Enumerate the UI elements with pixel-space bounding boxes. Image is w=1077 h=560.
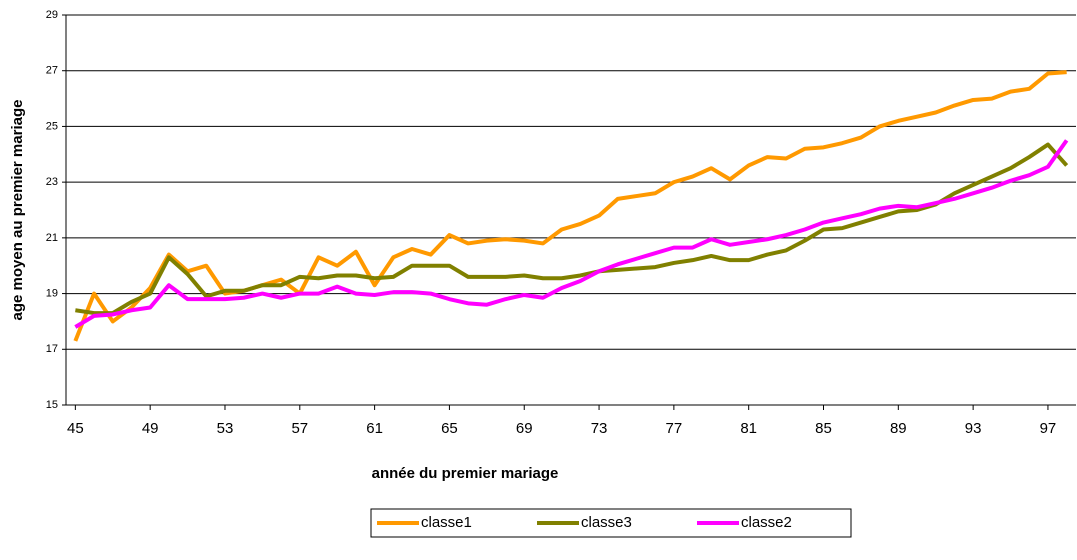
y-tick-label: 29 xyxy=(46,9,58,21)
y-tick-label: 15 xyxy=(46,399,58,411)
x-axis-title: année du premier mariage xyxy=(372,465,559,482)
x-tick-label: 69 xyxy=(516,420,533,437)
x-tick-label: 65 xyxy=(441,420,458,437)
legend-label: classe2 xyxy=(741,514,792,531)
x-tick-label: 49 xyxy=(142,420,159,437)
y-axis-title: age moyen au premier mariage xyxy=(9,100,26,321)
x-tick-label: 57 xyxy=(291,420,308,437)
x-tick-label: 97 xyxy=(1040,420,1057,437)
y-tick-label: 21 xyxy=(46,232,58,244)
legend-box xyxy=(370,508,852,538)
data-line xyxy=(74,139,1069,329)
x-tick-label: 61 xyxy=(366,420,383,437)
y-tick-label: 19 xyxy=(46,287,58,299)
x-tick-label: 73 xyxy=(591,420,608,437)
legend-label: classe3 xyxy=(581,514,632,531)
x-tick-label: 81 xyxy=(740,420,757,437)
y-tick-label: 23 xyxy=(46,176,58,188)
y-tick-label: 17 xyxy=(46,343,58,355)
x-tick-label: 53 xyxy=(217,420,234,437)
y-tick-label: 27 xyxy=(46,65,58,77)
data-line xyxy=(75,142,1069,316)
x-tick-label: 89 xyxy=(890,420,907,437)
x-tick-label: 85 xyxy=(815,420,832,437)
y-tick-label: 25 xyxy=(46,120,58,132)
legend-label: classe1 xyxy=(421,514,472,531)
x-tick-label: 77 xyxy=(666,420,683,437)
x-tick-label: 93 xyxy=(965,420,982,437)
x-tick-label: 45 xyxy=(67,420,84,437)
